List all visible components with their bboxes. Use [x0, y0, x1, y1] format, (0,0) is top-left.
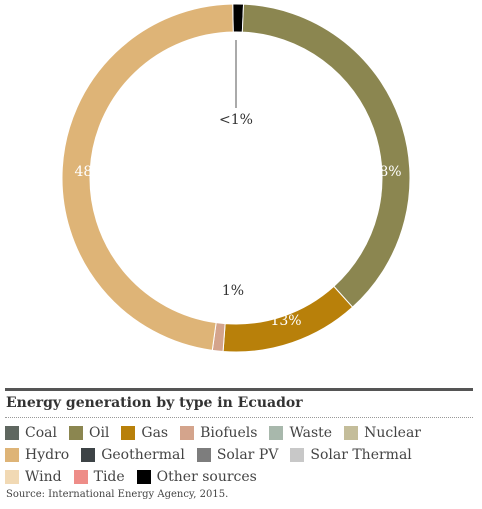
legend-swatch: [121, 426, 136, 440]
legend-label: Waste: [289, 425, 333, 441]
legend-label: Gas: [141, 425, 169, 441]
legend-label: Other sources: [156, 469, 257, 485]
legend-item-nuclear: Nuclear: [344, 422, 421, 444]
legend-item-geothermal: Geothermal: [81, 444, 185, 466]
chart-title: Energy generation by type in Ecuador: [6, 395, 303, 411]
legend-item-wind: Wind: [5, 466, 62, 488]
legend-swatch: [73, 470, 88, 484]
legend-swatch: [68, 426, 83, 440]
legend-item-oil: Oil: [68, 422, 110, 444]
legend-swatch: [5, 426, 19, 440]
legend-label: Nuclear: [364, 425, 422, 441]
legend-item-coal: Coal: [5, 422, 57, 444]
legend-item-waste: Waste: [269, 422, 332, 444]
legend-swatch: [180, 426, 195, 440]
slice-labels: <1% 38% 13% 1% 48%: [74, 40, 402, 329]
legend-swatch: [269, 426, 284, 440]
legend-swatch: [136, 470, 151, 484]
legend-label: Biofuels: [200, 425, 258, 441]
title-divider: [5, 388, 473, 391]
legend-swatch: [81, 448, 96, 462]
legend-swatch: [5, 470, 19, 484]
donut-slices: [61, 3, 411, 353]
slice-label-other-sources: <1%: [219, 112, 253, 128]
slice-hydro: [61, 3, 234, 351]
legend-label: Hydro: [25, 447, 70, 463]
legend-divider: [5, 417, 473, 418]
legend-item-gas: Gas: [121, 422, 168, 444]
legend: Coal Oil Gas Biofuels Waste Nuclear Hydro Geoth…: [5, 422, 479, 488]
legend-label: Coal: [25, 425, 57, 441]
legend-swatch: [5, 448, 19, 462]
legend-item-solar-thermal: Solar Thermal: [290, 444, 412, 466]
legend-label: Tide: [93, 469, 125, 485]
slice-oil: [241, 3, 411, 308]
slice-other-sources: [232, 3, 245, 33]
slice-label-biofuels: 1%: [222, 283, 244, 299]
slice-label-gas: 13%: [270, 313, 301, 329]
legend-label: Geothermal: [101, 447, 185, 463]
slice-label-oil: 38%: [370, 164, 401, 180]
legend-label: Oil: [88, 425, 110, 441]
legend-item-hydro: Hydro: [5, 444, 69, 466]
legend-item-biofuels: Biofuels: [180, 422, 257, 444]
legend-label: Wind: [25, 469, 62, 485]
legend-item-solar-pv: Solar PV: [196, 444, 279, 466]
legend-swatch: [290, 448, 305, 462]
legend-swatch: [196, 448, 211, 462]
legend-label: Solar PV: [216, 447, 279, 463]
source-note: Source: International Energy Agency, 201…: [6, 489, 229, 500]
legend-item-other-sources: Other sources: [136, 466, 257, 488]
legend-item-tide: Tide: [73, 466, 125, 488]
donut-chart: <1% 38% 13% 1% 48%: [61, 3, 411, 353]
slice-label-hydro: 48%: [74, 164, 105, 180]
legend-swatch: [344, 426, 359, 440]
legend-label: Solar Thermal: [310, 447, 412, 463]
